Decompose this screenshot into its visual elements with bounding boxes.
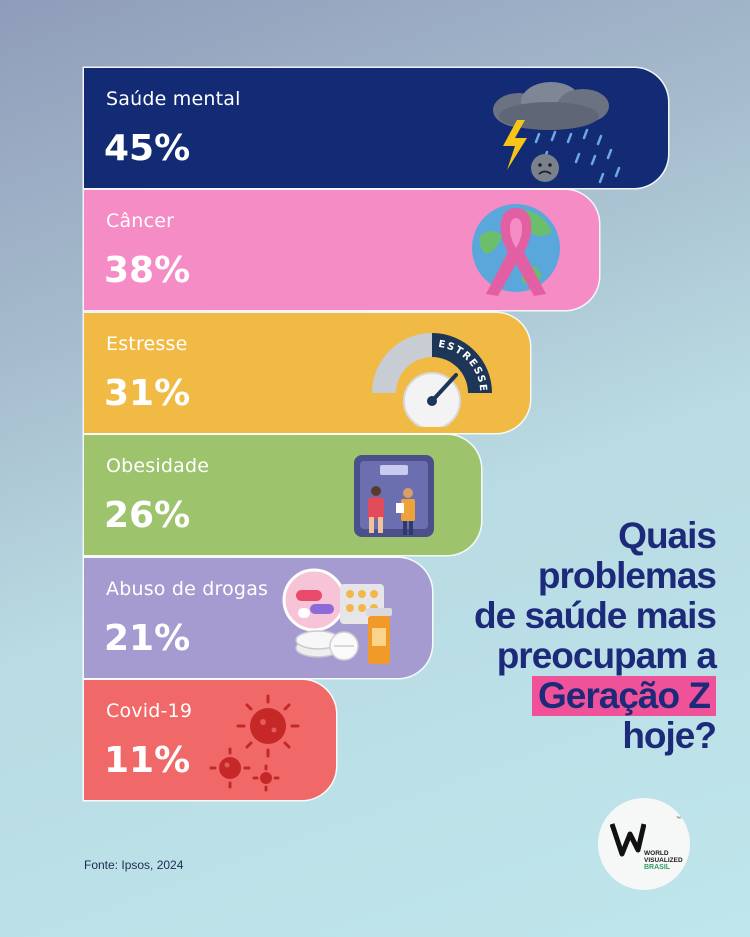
question-highlight: Geração Z	[532, 676, 716, 716]
bar-value: 45%	[104, 128, 191, 169]
bar-label: Câncer	[106, 210, 175, 232]
pink-ribbon-globe-icon	[472, 204, 560, 296]
logo-country: BRASIL	[644, 864, 671, 871]
bar-cancer: Câncer 38%	[84, 190, 599, 310]
weighing-scale-icon	[354, 455, 434, 537]
bar-label: Abuso de drogas	[106, 578, 269, 600]
bar-value: 31%	[104, 373, 191, 414]
world-visualized-logo: ™ WORLD VISUALIZED BRASIL	[598, 798, 690, 890]
bar-label: Saúde mental	[106, 88, 241, 110]
bar-estresse: Estresse 31% ESTRESSE	[84, 313, 530, 433]
bar-value: 21%	[104, 618, 191, 659]
pills-icon	[282, 568, 392, 664]
bar-saude-mental: Saúde mental 45%	[84, 68, 668, 188]
question-line: Quais	[618, 515, 717, 556]
stress-gauge-icon: ESTRESSE	[372, 333, 492, 427]
bar-covid-19: Covid-19 11%	[84, 680, 336, 800]
logo-text: VISUALIZED	[644, 857, 683, 864]
question-line: de saúde mais	[473, 595, 717, 636]
source-note: Fonte: Ipsos, 2024	[84, 858, 184, 872]
storm-cloud-icon	[493, 82, 621, 184]
logo-mark	[610, 823, 646, 857]
question-line: problemas	[537, 555, 717, 596]
bar-label: Obesidade	[106, 455, 210, 477]
bar-value: 11%	[104, 740, 191, 781]
bar-label: Estresse	[106, 333, 188, 355]
bar-value: 38%	[104, 250, 191, 291]
virus-icon	[209, 694, 300, 792]
bar-label: Covid-19	[106, 700, 193, 722]
logo-tm: ™	[676, 816, 681, 822]
question-line: preocupam a	[496, 635, 717, 676]
bar-value: 26%	[104, 495, 191, 536]
question-title: Quais problemas de saúde mais preocupam …	[396, 515, 717, 756]
question-line: hoje?	[622, 715, 717, 756]
bar-obesidade: Obesidade 26%	[84, 435, 481, 555]
bar-abuso-de-drogas: Abuso de drogas 21%	[84, 558, 432, 678]
logo-text: WORLD	[644, 850, 669, 857]
